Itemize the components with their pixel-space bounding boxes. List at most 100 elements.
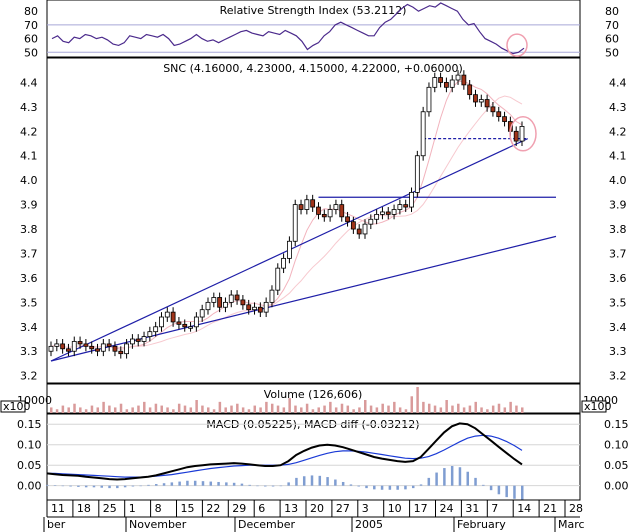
volume-bar — [236, 403, 239, 413]
macd-histogram-bar — [201, 481, 205, 486]
price-tick-left: 3.8 — [20, 223, 38, 236]
volume-bar — [521, 407, 524, 413]
candle-body — [350, 221, 356, 230]
candle-body — [211, 297, 217, 303]
volume-bar — [282, 407, 286, 413]
macd-histogram-bar — [225, 482, 228, 486]
macd-histogram-bar — [497, 485, 501, 495]
candle-body — [170, 311, 176, 323]
candle-body — [368, 218, 374, 225]
candle-body — [95, 348, 100, 352]
rsi-tick-left: 60 — [24, 33, 38, 46]
candle-body — [455, 74, 461, 81]
volume-bar — [329, 401, 332, 413]
macd-histogram-bar — [155, 484, 158, 486]
rsi-tick-left: 70 — [24, 19, 38, 32]
macd-histogram-bar — [279, 485, 283, 487]
candle-body — [519, 126, 525, 142]
x-day-label: 10 — [388, 502, 402, 515]
macd-tick-right: 0.05 — [604, 459, 629, 472]
price-tick-left: 4.2 — [20, 125, 38, 138]
price-tick-right: 3.8 — [609, 223, 627, 236]
panel-frame-0 — [46, 0, 581, 58]
volume-bar — [509, 401, 512, 413]
price-tick-right: 4.2 — [609, 125, 627, 138]
volume-bar — [270, 403, 274, 413]
candle-body — [83, 343, 89, 347]
volume-bar — [364, 400, 367, 413]
price-tick-right: 4.3 — [609, 101, 627, 114]
volume-bar — [294, 405, 297, 413]
volume-bar — [207, 407, 210, 413]
macd-histogram-bar — [310, 475, 314, 486]
price-tick-left: 4.4 — [20, 76, 38, 89]
panel-frame-1 — [46, 57, 581, 384]
price-tick-right: 3.6 — [609, 272, 627, 285]
x-day-label: 7 — [491, 502, 498, 515]
macd-histogram-bar — [170, 482, 174, 486]
price-tick-left: 3.6 — [20, 272, 38, 285]
rsi-tick-right: 70 — [605, 19, 619, 32]
candle-body — [223, 301, 228, 308]
volume-bar — [259, 407, 262, 413]
trendline-1 — [50, 235, 557, 362]
volume-bar — [480, 407, 483, 413]
price-tick-left: 3.5 — [20, 296, 38, 309]
candle-body — [327, 209, 333, 218]
volume-bar — [346, 405, 350, 413]
macd-histogram-bar — [326, 477, 329, 486]
price-tick-right: 4.4 — [609, 76, 627, 89]
volume-bar — [300, 407, 303, 413]
volume-unit-box-right — [581, 400, 607, 413]
candle-body — [362, 223, 368, 235]
rsi-title: Relative Strength Index (53.2112) — [220, 4, 407, 17]
x-day-label: 20 — [310, 502, 324, 515]
volume-tick-left: 10000 — [17, 394, 52, 407]
price-title: SNC (4.16000, 4.23000, 4.15000, 4.22000,… — [163, 62, 463, 75]
x-month-label: ber — [47, 518, 66, 531]
candle-body — [100, 343, 106, 352]
macd-tick-left: 0.15 — [17, 418, 42, 431]
macd-histogram-bar — [380, 485, 384, 490]
macd-histogram-bar — [264, 485, 267, 487]
rsi-tick-left: 50 — [24, 46, 38, 59]
volume-bar — [393, 401, 396, 413]
price-tick-right: 3.2 — [609, 370, 627, 383]
macd-histogram-bar — [474, 477, 477, 486]
candle-body — [414, 155, 420, 193]
candle-body — [48, 345, 54, 352]
candle-body — [403, 204, 409, 208]
rsi-tick-right: 60 — [605, 33, 619, 46]
macd-histogram-bar — [217, 481, 220, 486]
candle-body — [193, 316, 199, 328]
candle-body — [385, 211, 391, 215]
candle-body — [147, 331, 153, 337]
volume-bar — [445, 400, 448, 413]
macd-histogram-bar — [302, 476, 306, 486]
volume-bar — [108, 405, 111, 413]
x-day-label: 13 — [284, 502, 298, 515]
volume-bar — [422, 401, 425, 413]
volume-bar — [323, 405, 326, 413]
candle-body — [298, 204, 304, 210]
volume-bar — [311, 409, 315, 413]
macd-histogram-bar — [489, 485, 493, 491]
candle-body — [484, 99, 490, 108]
macd-histogram-bar — [419, 484, 423, 486]
candle-body — [106, 343, 112, 347]
candle-body — [159, 316, 164, 328]
macd-histogram-bar — [411, 485, 415, 489]
volume-bar — [265, 401, 268, 413]
price-tick-right: 3.9 — [609, 199, 627, 212]
x-day-label: 22 — [206, 502, 220, 515]
price-tick-right: 4.0 — [609, 174, 627, 187]
candle-body — [496, 111, 502, 118]
x-day-label: 14 — [517, 502, 531, 515]
macd-tick-right: 0.00 — [604, 480, 629, 493]
candle-body — [205, 301, 211, 311]
macd-histogram-bar — [287, 482, 290, 486]
volume-bar — [67, 407, 70, 413]
candle-body — [252, 306, 257, 311]
macd-histogram-bar — [505, 485, 508, 498]
volume-bar — [102, 401, 105, 413]
